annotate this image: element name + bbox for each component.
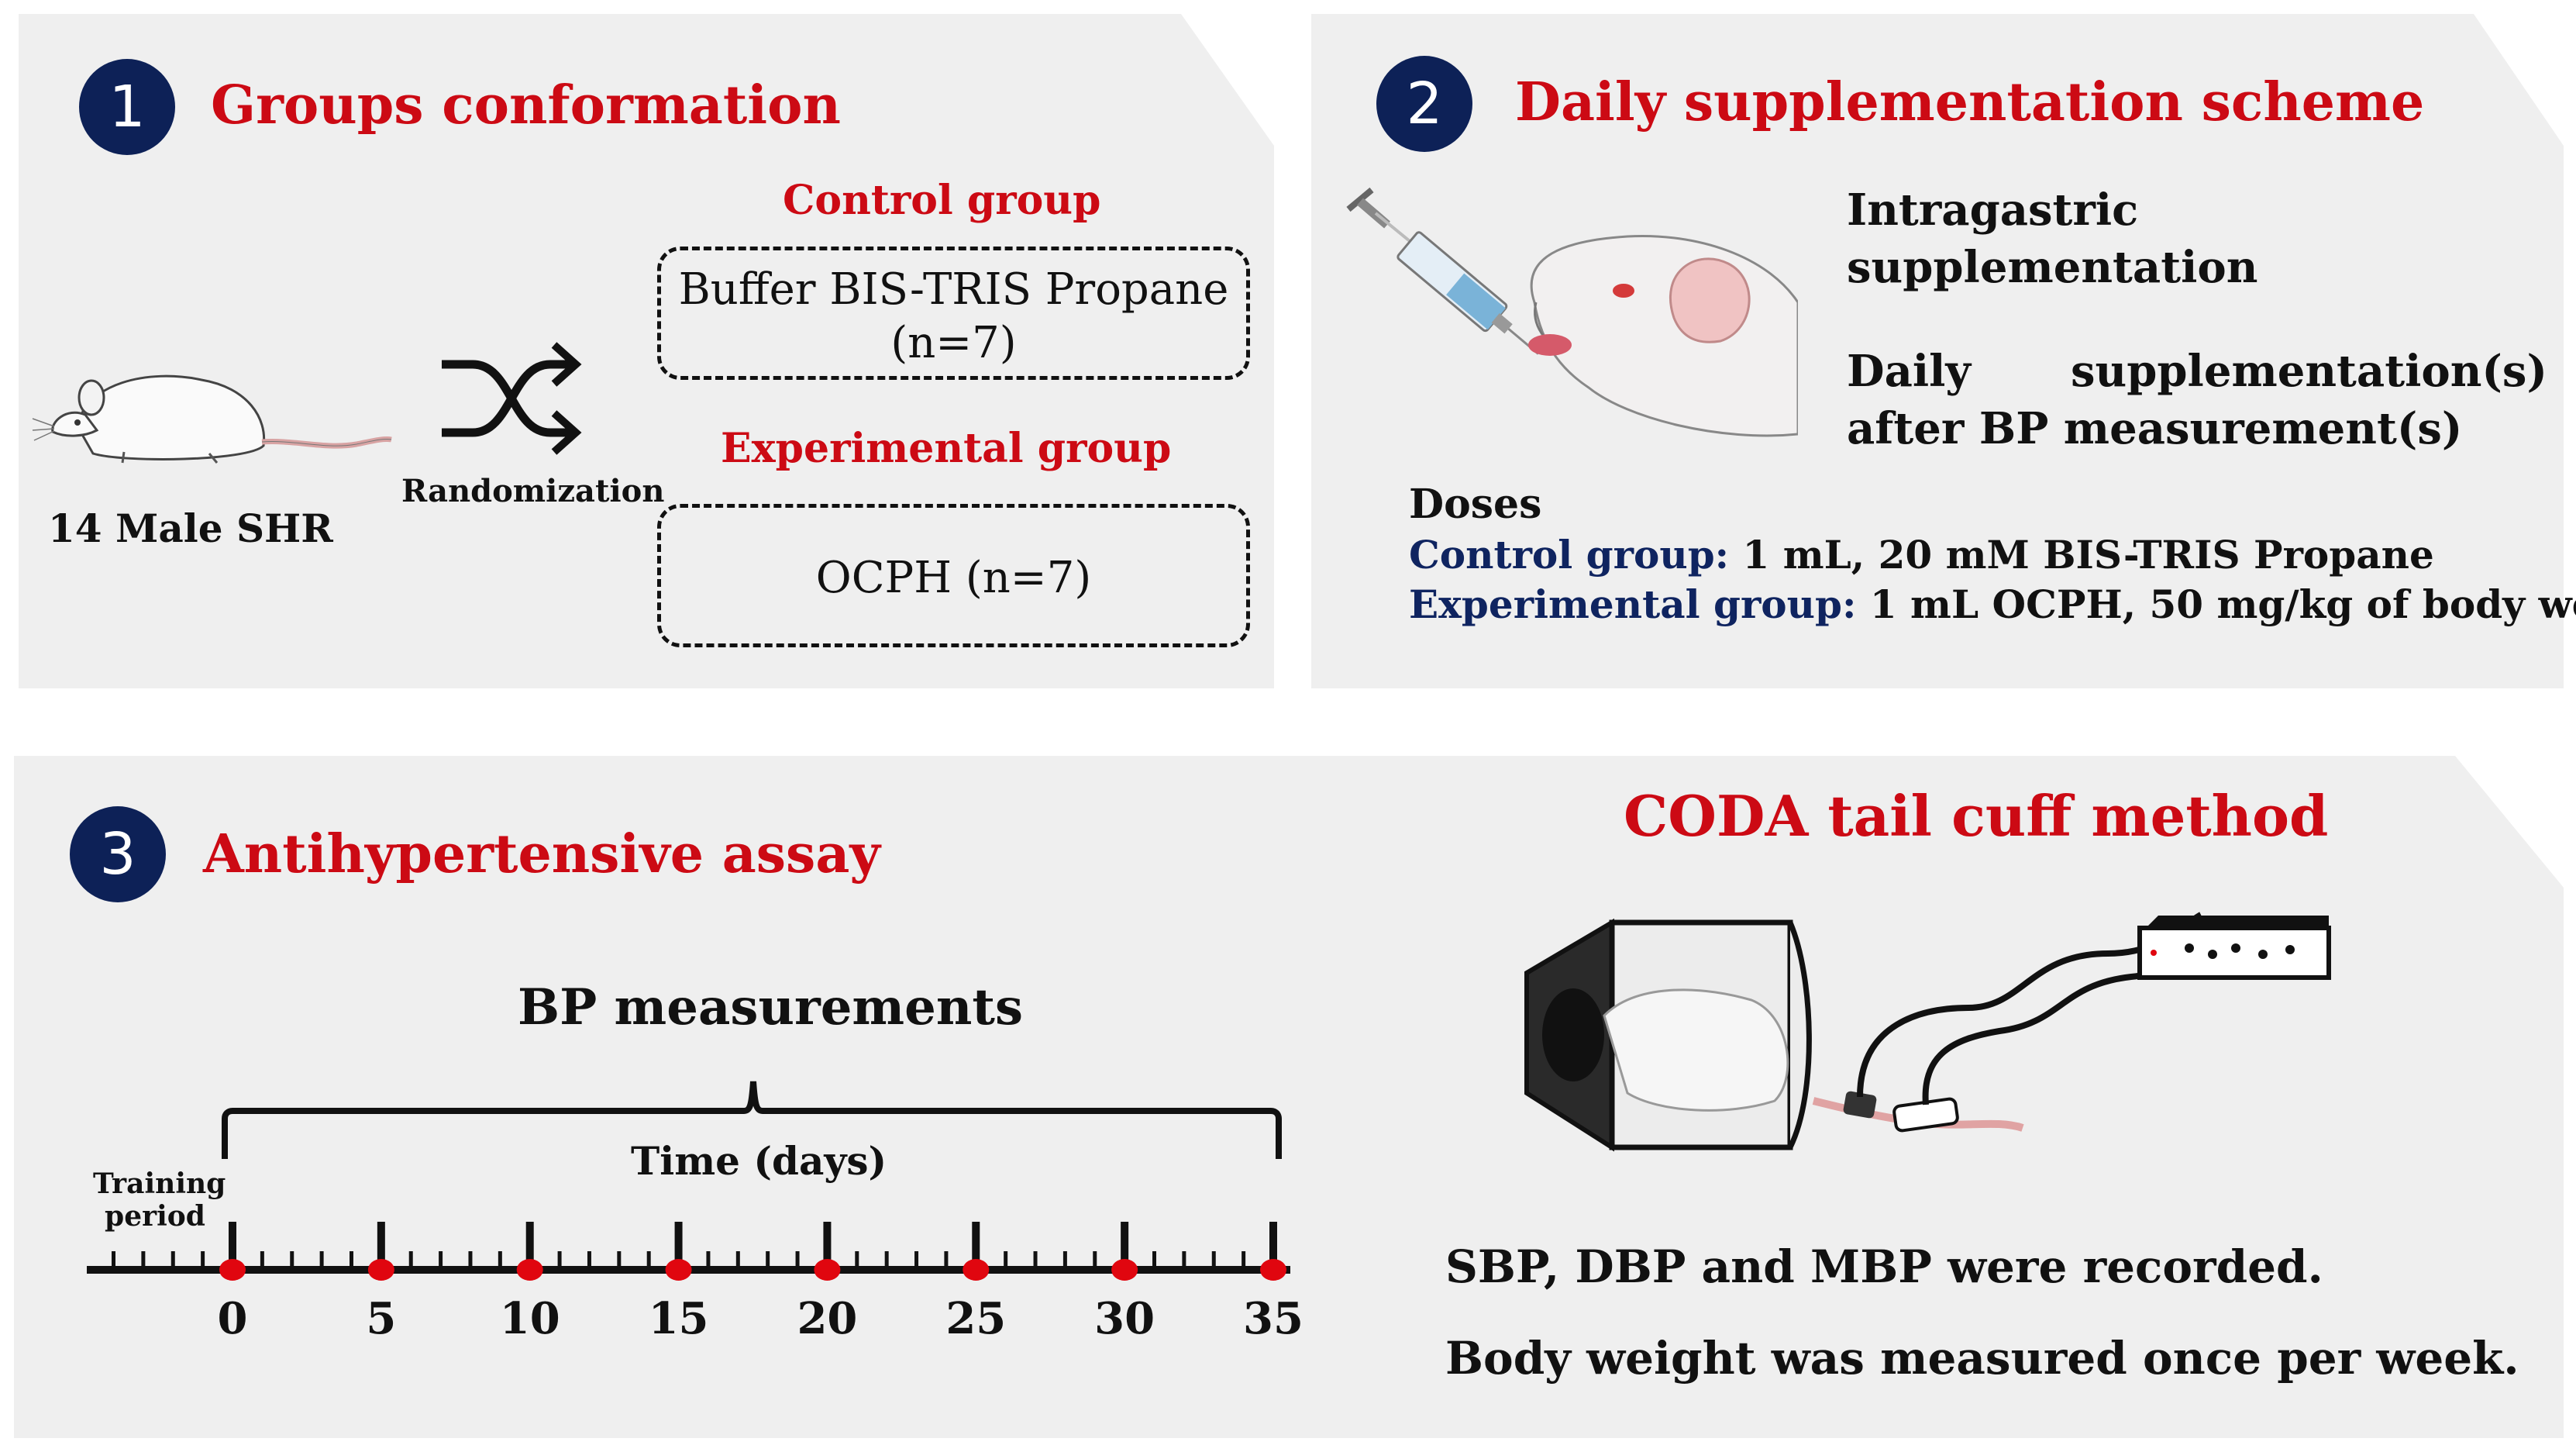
- daily-supplementation-title: Daily supplementation scheme: [1515, 71, 2425, 133]
- tick-labels: 0 5 10 15 20 25 30 35: [218, 1293, 1303, 1341]
- gavage-illustration: [1346, 187, 1798, 437]
- step-number-3: 3: [70, 806, 166, 902]
- doses-label: Doses: [1409, 481, 1542, 528]
- rat-icon: [32, 374, 392, 464]
- timeline-chart: 0 5 10 15 20 25 30 35: [87, 1222, 1303, 1341]
- step-number-2: 2: [1376, 56, 1472, 152]
- intragastric-line1: Intragastric: [1847, 185, 2139, 236]
- daily-word: Daily: [1847, 346, 1971, 397]
- experimental-dose-label: Experimental group:: [1409, 581, 1857, 627]
- rats-label: 14 Male SHR: [48, 505, 333, 551]
- time-axis-label: Time (days): [631, 1138, 887, 1184]
- antihypertensive-assay-panel: [14, 756, 2564, 1438]
- recorded-text: SBP, DBP and MBP were recorded.: [1445, 1240, 2323, 1293]
- daily-supplementation-panel: [1311, 14, 2564, 688]
- rat-head-icon: [1528, 234, 1798, 437]
- shuffle-icon: [442, 342, 582, 455]
- groups-conformation-title: Groups conformation: [211, 74, 841, 136]
- training-line1: Training: [93, 1167, 226, 1200]
- groups-conformation-panel: [19, 14, 1274, 688]
- experimental-box-text: OCPH (n=7): [815, 553, 1092, 603]
- measurement-marker: [367, 1259, 394, 1281]
- bp-measurements-label: BP measurements: [518, 978, 1023, 1036]
- measurement-marker: [219, 1259, 246, 1281]
- experimental-group-box: OCPH (n=7): [657, 504, 1250, 647]
- coda-apparatus-illustration: [1524, 912, 2216, 1152]
- training-line2: period: [105, 1200, 205, 1233]
- tick-label: 10: [500, 1293, 560, 1341]
- experimental-dose-line: Experimental group: 1 mL OCPH, 50 mg/kg …: [1409, 581, 2576, 627]
- tick-label: 25: [945, 1293, 1006, 1341]
- syringe-icon: [1346, 187, 1539, 355]
- restrainer-icon: [1524, 918, 1812, 1152]
- tail-cuff-icon: [1812, 1091, 2024, 1133]
- antihypertensive-assay-title: Antihypertensive assay: [203, 823, 880, 885]
- measurement-period-brace: [222, 1081, 1282, 1159]
- after-bp-line: after BP measurement(s): [1847, 403, 2463, 454]
- control-dose-value: 1 mL, 20 mM BIS-TRIS Propane: [1742, 532, 2434, 578]
- weight-text: Body weight was measured once per week.: [1445, 1332, 2519, 1385]
- control-group-header: Control group: [783, 177, 1101, 224]
- tick-label: 35: [1243, 1293, 1303, 1341]
- training-period-label: Training period: [93, 1167, 226, 1233]
- control-dose-line: Control group: 1 mL, 20 mM BIS-TRIS Prop…: [1409, 532, 2434, 578]
- measurement-marker: [665, 1259, 692, 1281]
- measurement-marker: [1260, 1259, 1286, 1281]
- experimental-dose-value: 1 mL OCPH, 50 mg/kg of body weight: [1869, 581, 2576, 627]
- randomization-label: Randomization: [401, 473, 665, 509]
- experimental-group-header: Experimental group: [721, 425, 1172, 472]
- control-box-line2: (n=7): [890, 318, 1017, 368]
- coda-controller-icon: [2137, 916, 2331, 980]
- measurement-markers: [219, 1259, 1286, 1281]
- minor-ticks: [112, 1251, 1246, 1270]
- measurement-marker: [1111, 1259, 1138, 1281]
- measurement-marker: [516, 1259, 543, 1281]
- coda-title: CODA tail cuff method: [1624, 783, 2329, 849]
- intragastric-line2: supplementation: [1847, 242, 2258, 293]
- tick-label: 30: [1094, 1293, 1155, 1341]
- step-number-1: 1: [79, 59, 175, 155]
- measurement-marker: [814, 1259, 841, 1281]
- tick-label: 20: [797, 1293, 857, 1341]
- supplementation-word: supplementation(s): [2071, 346, 2547, 397]
- tick-label: 0: [218, 1293, 248, 1341]
- control-dose-label: Control group:: [1409, 532, 1730, 578]
- control-box-line1: Buffer BIS-TRIS Propane: [678, 264, 1229, 315]
- measurement-marker: [963, 1259, 990, 1281]
- tick-label: 5: [366, 1293, 396, 1341]
- control-group-box: Buffer BIS-TRIS Propane (n=7): [657, 247, 1250, 380]
- tick-label: 15: [649, 1293, 709, 1341]
